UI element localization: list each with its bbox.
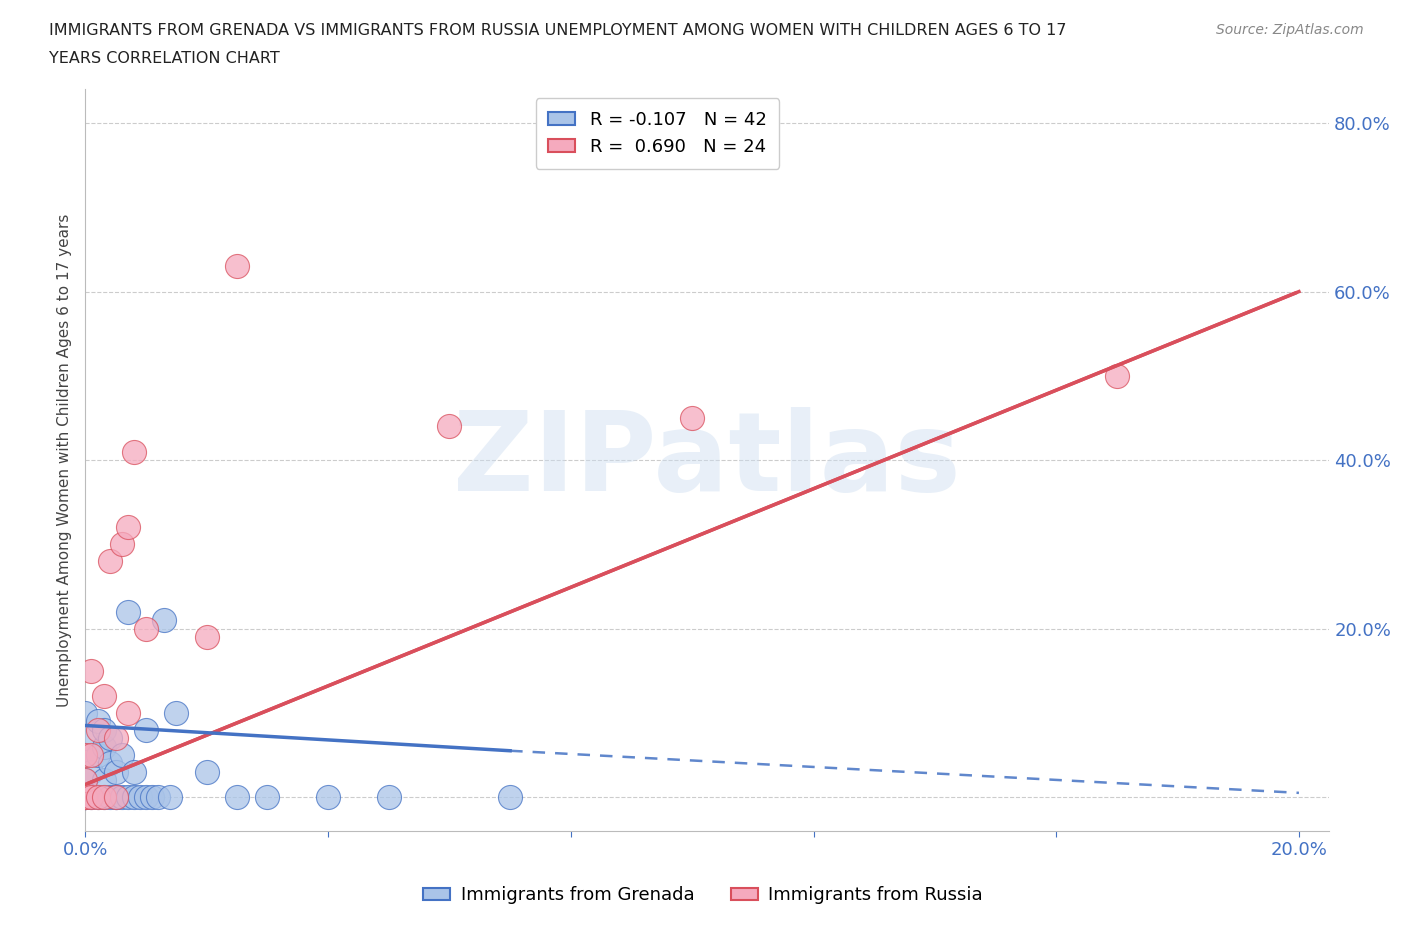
Point — [165, 705, 187, 720]
Point — [256, 790, 278, 804]
Point — [439, 418, 461, 433]
Point — [135, 621, 157, 636]
Point — [80, 663, 103, 678]
Point — [80, 790, 103, 804]
Point — [681, 410, 703, 425]
Point — [226, 259, 249, 273]
Point — [75, 790, 97, 804]
Point — [122, 764, 145, 779]
Point — [153, 613, 176, 628]
Point — [111, 790, 134, 804]
Point — [104, 790, 127, 804]
Point — [122, 790, 145, 804]
Point — [80, 748, 103, 763]
Point — [75, 773, 97, 788]
Text: Source: ZipAtlas.com: Source: ZipAtlas.com — [1216, 23, 1364, 37]
Point — [226, 790, 249, 804]
Point — [129, 790, 152, 804]
Point — [93, 723, 115, 737]
Point — [117, 520, 139, 535]
Point — [111, 748, 134, 763]
Text: ZIPatlas: ZIPatlas — [454, 406, 962, 513]
Point — [104, 731, 127, 746]
Point — [93, 773, 115, 788]
Point — [117, 705, 139, 720]
Point — [104, 764, 127, 779]
Point — [135, 723, 157, 737]
Point — [378, 790, 401, 804]
Point — [98, 756, 121, 771]
Point — [75, 748, 97, 763]
Point — [75, 790, 97, 804]
Point — [93, 688, 115, 703]
Text: IMMIGRANTS FROM GRENADA VS IMMIGRANTS FROM RUSSIA UNEMPLOYMENT AMONG WOMEN WITH : IMMIGRANTS FROM GRENADA VS IMMIGRANTS FR… — [49, 23, 1067, 38]
Point — [98, 553, 121, 568]
Y-axis label: Unemployment Among Women with Children Ages 6 to 17 years: Unemployment Among Women with Children A… — [58, 213, 72, 707]
Point — [75, 773, 97, 788]
Point — [104, 790, 127, 804]
Point — [1105, 368, 1128, 383]
Point — [135, 790, 157, 804]
Point — [141, 790, 163, 804]
Point — [499, 790, 522, 804]
Point — [80, 790, 103, 804]
Point — [117, 604, 139, 619]
Point — [75, 731, 97, 746]
Point — [86, 714, 108, 729]
Point — [98, 731, 121, 746]
Point — [86, 748, 108, 763]
Point — [93, 790, 115, 804]
Point — [104, 790, 127, 804]
Point — [80, 764, 103, 779]
Point — [86, 790, 108, 804]
Point — [122, 445, 145, 459]
Legend: Immigrants from Grenada, Immigrants from Russia: Immigrants from Grenada, Immigrants from… — [416, 879, 990, 911]
Text: YEARS CORRELATION CHART: YEARS CORRELATION CHART — [49, 51, 280, 66]
Point — [98, 790, 121, 804]
Point — [93, 739, 115, 754]
Point — [117, 790, 139, 804]
Point — [148, 790, 170, 804]
Point — [195, 764, 218, 779]
Point — [75, 790, 97, 804]
Legend: R = -0.107   N = 42, R =  0.690   N = 24: R = -0.107 N = 42, R = 0.690 N = 24 — [536, 99, 779, 168]
Point — [316, 790, 339, 804]
Point — [111, 537, 134, 551]
Point — [86, 723, 108, 737]
Point — [195, 630, 218, 644]
Point — [75, 705, 97, 720]
Point — [75, 790, 97, 804]
Point — [86, 790, 108, 804]
Point — [93, 790, 115, 804]
Point — [159, 790, 181, 804]
Point — [75, 790, 97, 804]
Point — [75, 748, 97, 763]
